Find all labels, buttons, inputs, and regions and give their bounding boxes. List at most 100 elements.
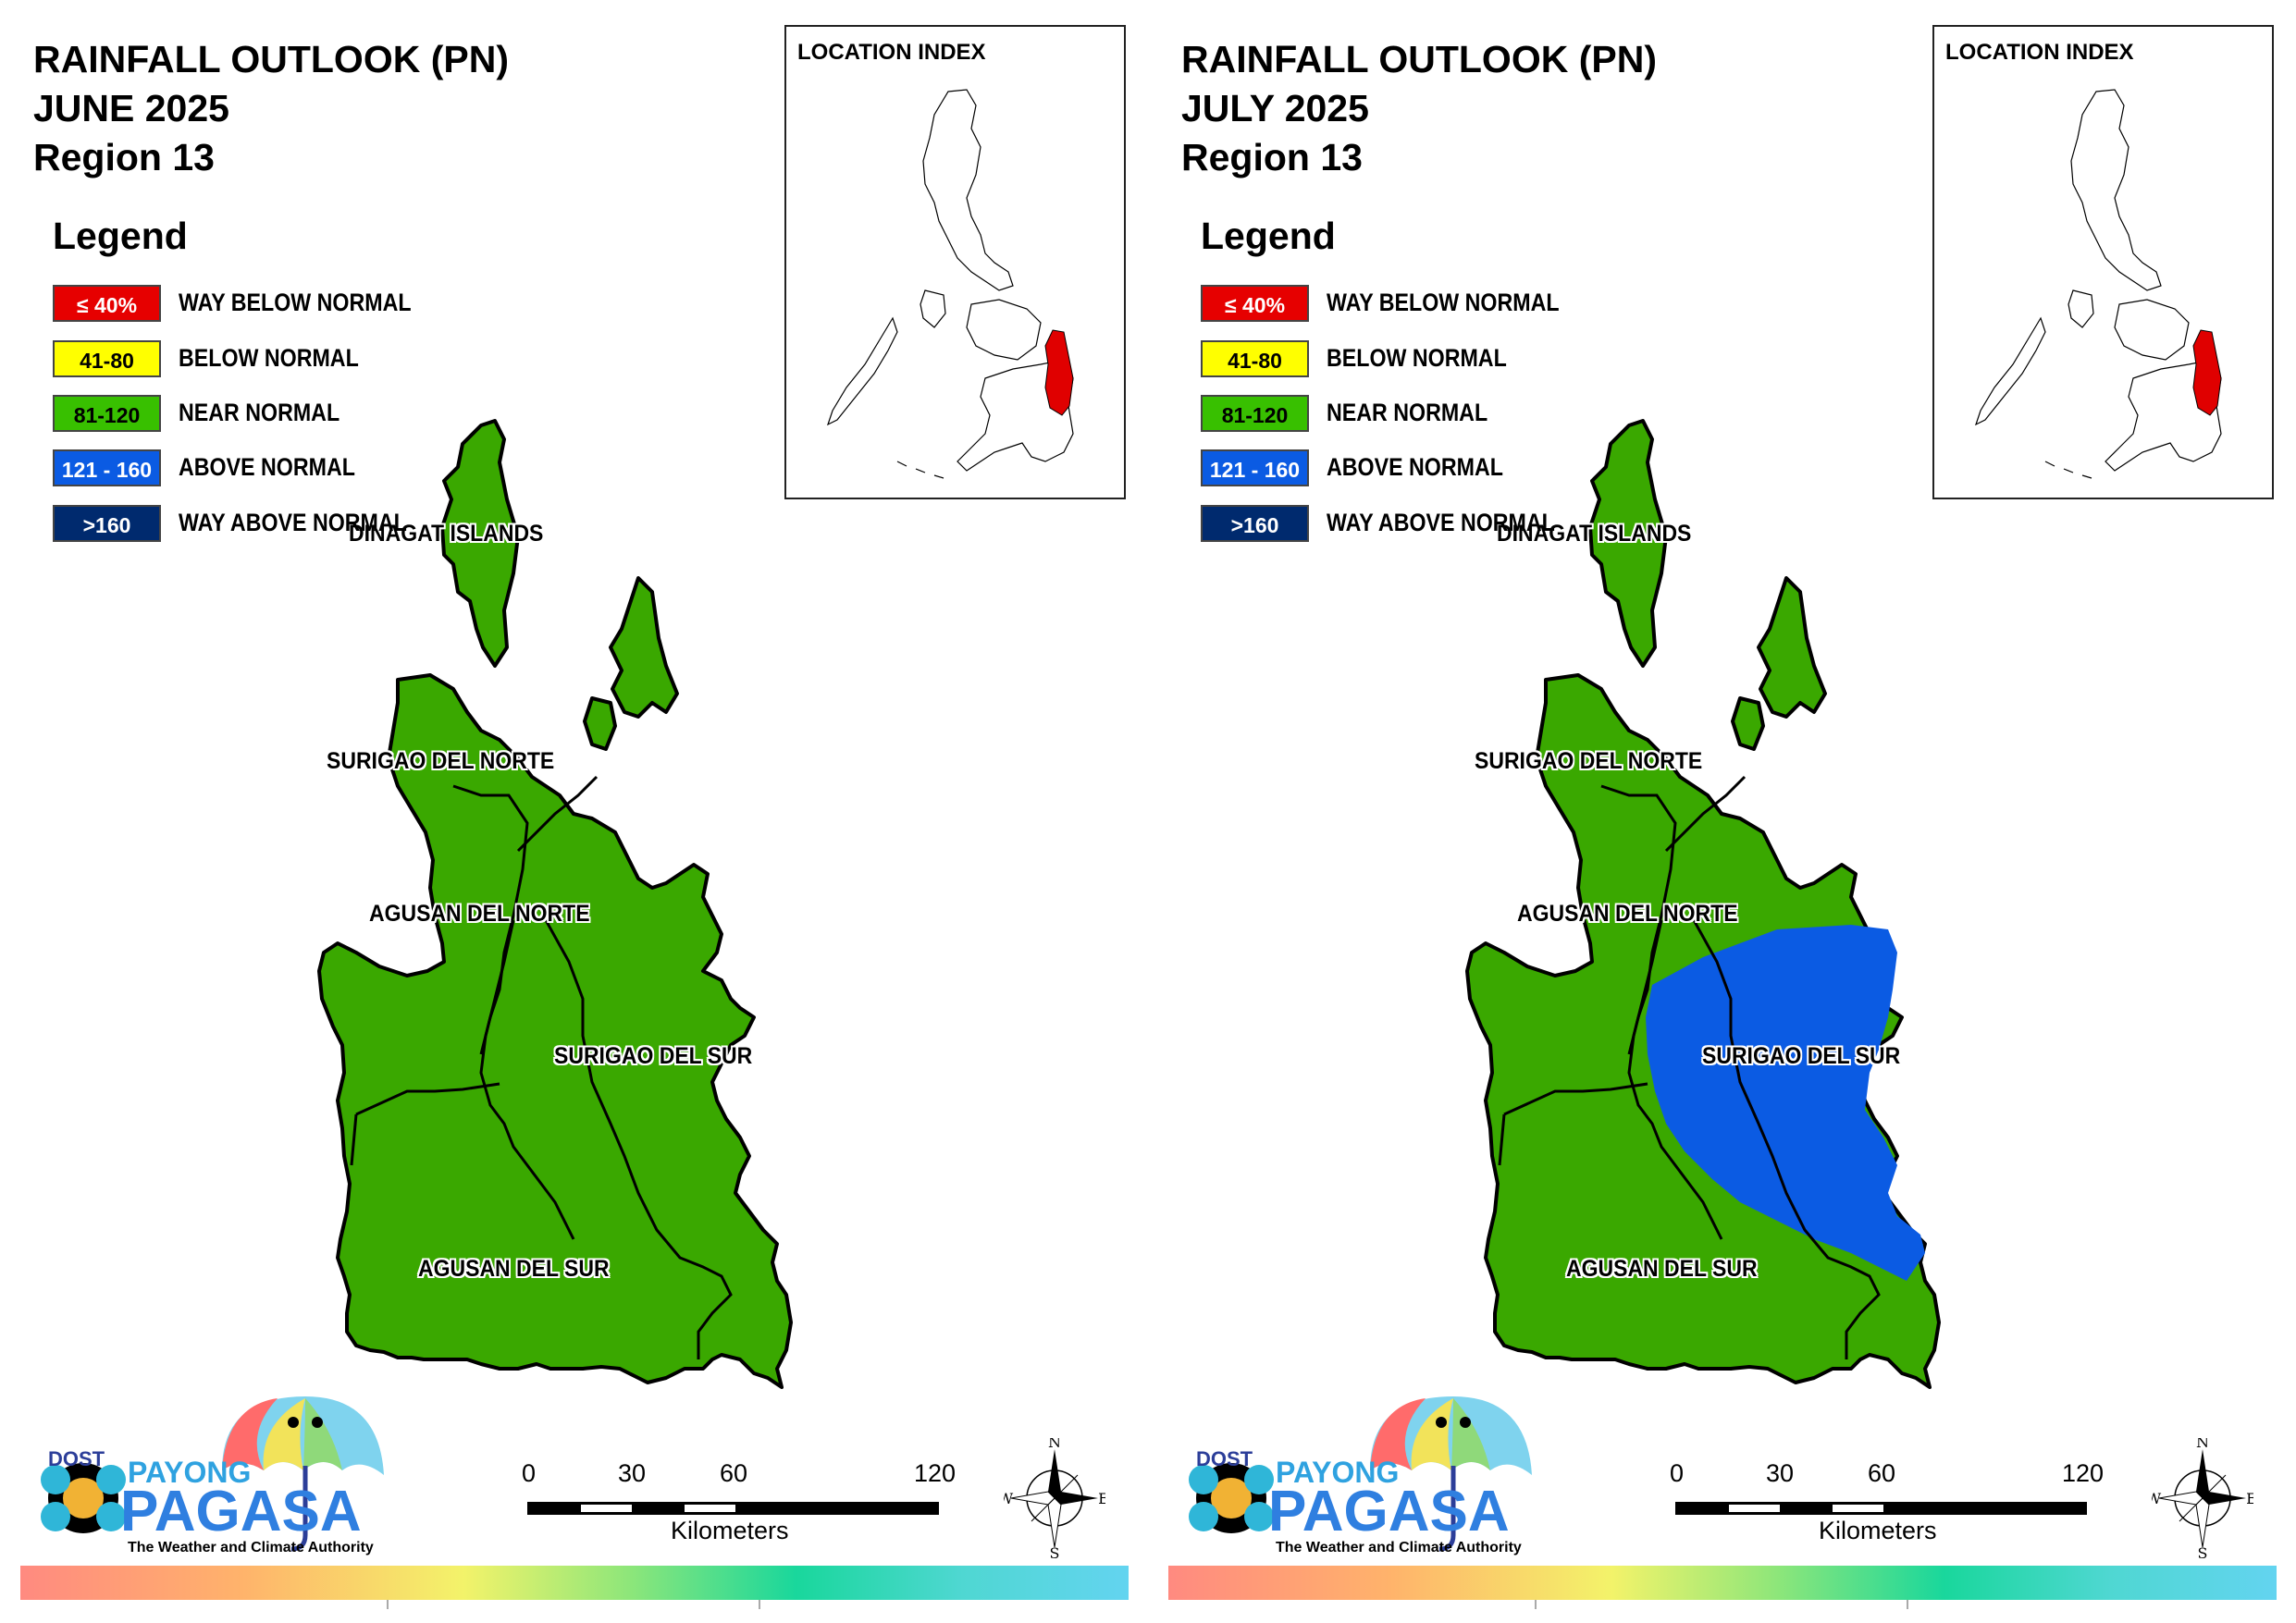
border-sdn-sds [1664,775,1747,853]
label-surigao-del-norte: SURIGAO DEL NORTE [327,748,555,774]
scale-tick-120: 120 [2062,1459,2105,1487]
logo-dost: DOST [1196,1447,1253,1470]
location-index-label: LOCATION INDEX [1945,40,2134,65]
legend-label: WAY ABOVE NORMAL [1327,509,1555,536]
legend-swatch: 81-120 [53,395,161,432]
label-agusan-del-sur: AGUSAN DEL SUR [1566,1256,1758,1282]
payong-pagasa-logo: DOST PAYONG PAGASA The Weather and Clima… [1189,1396,1532,1555]
north-arrow: N S W E [998,1433,1109,1563]
region13-map [1465,419,1941,1389]
logo-pagasa: PAGASA [1268,1480,1510,1543]
north-arrow: N S W E [2146,1433,2257,1563]
outlook-panel: RAINFALL OUTLOOK (PN) JUNE 2025 Region 1… [20,25,1129,1609]
siargao-shape [1757,576,1827,719]
footer-tick [759,1600,760,1609]
province-borders [350,775,733,1359]
compass-rose-icon: N S W E [998,1433,1109,1562]
scale-bar: 0 30 60 120 [1670,1459,2104,1533]
legend-swatch: 121 - 160 [53,449,161,486]
logo-payong: PAYONG [128,1456,251,1489]
pagasa-seal-icon [1189,1463,1274,1533]
compass-w: W [2152,1490,2162,1507]
bucas-island-shape [1731,696,1765,751]
label-agusan-del-norte: AGUSAN DEL NORTE [1517,901,1738,927]
legend-label: WAY BELOW NORMAL [1327,289,1560,316]
mindoro-outline [920,289,946,328]
region13-map [317,419,793,1389]
visayas-outline [2114,299,2190,361]
scale-bar: 0 30 60 120 [522,1459,956,1533]
legend-label: WAY ABOVE NORMAL [179,509,407,536]
scale-bar-graphic [527,1502,939,1515]
label-surigao-del-sur: SURIGAO DEL SUR [554,1043,753,1069]
scale-tick-30: 30 [618,1459,647,1487]
legend-swatch: 41-80 [53,340,161,377]
compass-e: E [2246,1490,2253,1507]
legend-swatch: ≤ 40% [1201,285,1309,322]
legend-label: NEAR NORMAL [1327,399,1488,426]
sulu-outline [896,461,944,479]
label-dinagat: DINAGAT ISLANDS [349,521,544,547]
siargao-shape [609,576,679,719]
border-adn-ads-west [1498,1113,1506,1166]
sulu-outline [2044,461,2092,479]
title-line-1: RAINFALL OUTLOOK (PN) [1181,38,1657,80]
legend-label: ABOVE NORMAL [179,453,355,481]
compass-n: N [2196,1438,2209,1451]
legend-swatch: ≤ 40% [53,285,161,322]
scale-tick-120: 120 [914,1459,957,1487]
outlook-panel: RAINFALL OUTLOOK (PN) JULY 2025 Region 1… [1148,0,2296,1623]
compass-rose-icon: N S W E [2146,1433,2257,1562]
footer-tick [1535,1600,1537,1609]
pagasa-logo: DOST PAYONG PAGASA The Weather and Clima… [28,1387,416,1563]
location-index: LOCATION INDEX [1932,25,2274,499]
mainland-shape [317,673,793,1389]
map-title: RAINFALL OUTLOOK (PN) JUNE 2025 Region 1… [33,35,509,182]
footer-gradient-bar [20,1566,1129,1600]
province-shapes [317,419,793,1389]
border-ads-inner [479,919,575,1240]
compass-s: S [2198,1544,2208,1558]
label-surigao-del-norte: SURIGAO DEL NORTE [1475,748,1703,774]
border-adn-ads-west [350,1113,358,1166]
compass-n: N [1048,1438,1061,1451]
logo-payong: PAYONG [1276,1456,1399,1489]
legend-title: Legend [53,215,188,257]
philippines-inset-map [1974,89,2222,479]
luzon-outline [922,89,1014,291]
legend-swatch: 81-120 [1201,395,1309,432]
title-line-3: Region 13 [1181,136,1363,178]
legend-title: Legend [1201,215,1336,257]
scale-tick-0: 0 [522,1459,537,1487]
border-adn-ads [1503,1082,1648,1116]
logo-tagline: The Weather and Climate Authority [1276,1540,1522,1555]
label-surigao-del-sur: SURIGAO DEL SUR [1702,1043,1901,1069]
scale-tick-0: 0 [1670,1459,1685,1487]
border-sdn-sds [516,775,599,853]
palawan-outline [1974,316,2046,426]
mindoro-outline [2068,289,2094,328]
legend-swatch: >160 [1201,505,1309,542]
palawan-outline [826,316,898,426]
compass-e: E [1098,1490,1105,1507]
logo-dost: DOST [48,1447,105,1470]
title-line-1: RAINFALL OUTLOOK (PN) [33,38,509,80]
title-line-2: JUNE 2025 [33,87,229,129]
scale-tick-60: 60 [1868,1459,1896,1487]
luzon-outline [2070,89,2162,291]
compass-w: W [1004,1490,1014,1507]
title-line-3: Region 13 [33,136,215,178]
label-agusan-del-sur: AGUSAN DEL SUR [418,1256,610,1282]
border-adn-ads [355,1082,500,1116]
footer-gradient-bar [1168,1566,2277,1600]
label-agusan-del-norte: AGUSAN DEL NORTE [369,901,590,927]
region13-highlight [2192,329,2222,416]
legend-swatch: >160 [53,505,161,542]
logo-pagasa: PAGASA [120,1480,362,1543]
pagasa-logo: DOST PAYONG PAGASA The Weather and Clima… [1176,1387,1564,1563]
border-ads-sds [1692,919,1881,1359]
payong-pagasa-logo: DOST PAYONG PAGASA The Weather and Clima… [41,1396,384,1555]
dinagat-islands-shape [1588,419,1668,668]
logo-tagline: The Weather and Climate Authority [128,1540,374,1555]
map-title: RAINFALL OUTLOOK (PN) JULY 2025 Region 1… [1181,35,1657,182]
